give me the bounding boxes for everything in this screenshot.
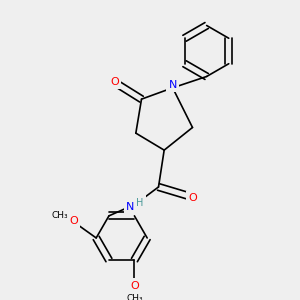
Text: N: N (126, 202, 134, 212)
Text: H: H (136, 197, 144, 208)
Text: CH₃: CH₃ (51, 211, 68, 220)
Text: CH₃: CH₃ (126, 294, 143, 300)
Text: O: O (69, 216, 78, 226)
Text: O: O (188, 193, 197, 203)
Text: O: O (110, 77, 119, 87)
Text: O: O (130, 280, 139, 290)
Text: N: N (169, 80, 177, 90)
